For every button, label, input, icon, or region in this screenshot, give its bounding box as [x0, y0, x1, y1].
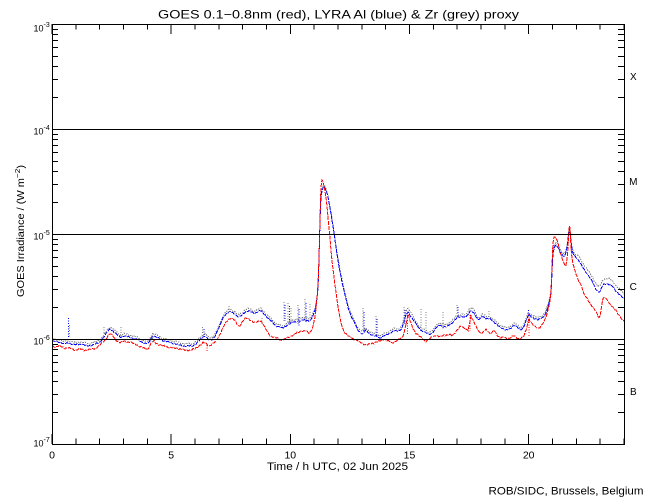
svg-text:ROB/SIDC, Brussels, Belgium: ROB/SIDC, Brussels, Belgium	[489, 486, 644, 498]
svg-text:10-3: 10-3	[34, 22, 50, 33]
svg-text:10-7: 10-7	[34, 437, 50, 448]
svg-text:Time / h UTC, 02 Jun 2025: Time / h UTC, 02 Jun 2025	[267, 461, 408, 473]
svg-text:5: 5	[168, 450, 174, 462]
svg-text:M: M	[629, 177, 637, 188]
svg-text:10-4: 10-4	[34, 125, 50, 136]
svg-text:B: B	[630, 387, 637, 398]
svg-text:0: 0	[49, 450, 55, 462]
svg-text:10-5: 10-5	[34, 230, 50, 241]
svg-text:10: 10	[284, 450, 296, 462]
svg-text:C: C	[630, 282, 637, 293]
svg-text:10-6: 10-6	[34, 335, 50, 346]
svg-text:X: X	[630, 72, 637, 83]
svg-text:GOES Irradiance / (W m−2): GOES Irradiance / (W m−2)	[13, 165, 27, 297]
svg-text:20: 20	[523, 450, 535, 462]
svg-text:15: 15	[404, 450, 416, 462]
svg-text:GOES 0.1−0.8nm (red), LYRA Al: GOES 0.1−0.8nm (red), LYRA Al (blue) & Z…	[158, 8, 519, 22]
